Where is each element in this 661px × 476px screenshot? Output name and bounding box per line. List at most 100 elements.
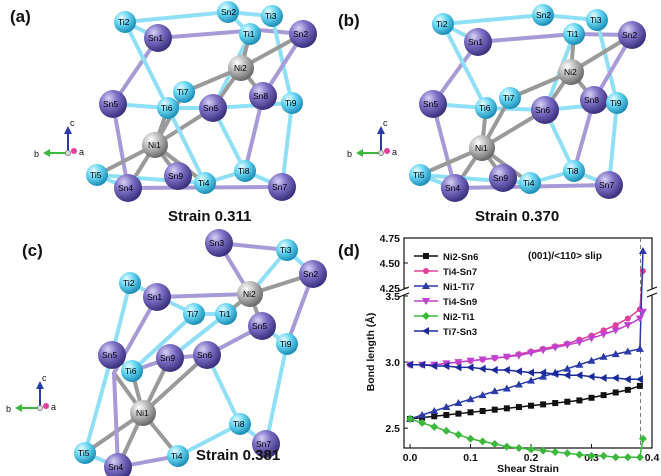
svg-text:Sn9: Sn9 [160, 353, 175, 363]
data-point [527, 376, 536, 384]
y-tick-label: 4.25 [380, 283, 401, 295]
data-point [563, 341, 572, 349]
data-point [551, 447, 560, 456]
svg-text:Ti8: Ti8 [233, 419, 245, 429]
svg-text:Ti7: Ti7 [187, 309, 199, 319]
data-point [454, 359, 463, 367]
svg-text:Sn1: Sn1 [148, 33, 163, 43]
data-point [624, 315, 631, 322]
bond-length-chart: (d)0.00.10.20.30.42.53.03.54.254.504.75S… [338, 233, 659, 475]
atom-sn [205, 229, 233, 257]
strain-label-b: Strain 0.370 [475, 208, 559, 225]
panel-label-d: (d) [338, 241, 360, 260]
data-point [478, 364, 486, 373]
y-tick-label: 4.50 [380, 258, 401, 270]
data-point [528, 402, 535, 409]
atom-ti [194, 172, 216, 194]
axis-b-label: b [347, 149, 352, 159]
series-ti7-sn3 [406, 360, 643, 384]
atom-ti [499, 87, 521, 109]
atom-ni [142, 132, 168, 158]
atom-ti [563, 23, 585, 45]
atom-ti [157, 97, 179, 119]
legend-item: Ti7-Sn3 [414, 327, 477, 338]
svg-text:Ti3: Ti3 [265, 11, 277, 21]
data-point [423, 253, 429, 259]
data-point [515, 404, 522, 411]
atom-ti [229, 413, 251, 435]
data-point [563, 364, 572, 372]
data-point [442, 426, 451, 435]
svg-text:Sn4: Sn4 [445, 183, 460, 193]
panel-b: (b) [338, 4, 646, 225]
data-point [636, 382, 643, 389]
svg-text:Ti1: Ti1 [219, 309, 231, 319]
atom-ni [558, 59, 584, 85]
data-point [406, 414, 415, 423]
atom-sn [441, 174, 469, 202]
atom-sn [299, 260, 327, 288]
atom-sn [268, 173, 296, 201]
data-point [587, 372, 595, 381]
svg-text:Ni1: Ni1 [136, 408, 149, 418]
x-tick-label: 0.2 [524, 452, 539, 464]
svg-text:Sn2: Sn2 [622, 30, 637, 40]
data-point [623, 347, 632, 355]
svg-text:Ti5: Ti5 [78, 448, 90, 458]
data-point [418, 360, 426, 369]
data-point [430, 406, 439, 414]
svg-text:Sn5: Sn5 [102, 350, 117, 360]
legend-label: Ni2-Ti1 [443, 312, 475, 323]
svg-text:Sn8: Sn8 [584, 95, 599, 105]
svg-text:Sn7: Sn7 [599, 180, 614, 190]
data-point [611, 373, 619, 382]
atom-ti [281, 92, 303, 114]
panel-label-c: (c) [22, 241, 43, 260]
data-point [503, 405, 510, 412]
data-point [418, 410, 427, 418]
svg-text:Sn8: Sn8 [253, 91, 268, 101]
atom-ti [276, 239, 298, 261]
data-point [442, 403, 451, 411]
atom-ti [239, 23, 261, 45]
data-point [564, 398, 571, 405]
legend-label: Ti4-Sn7 [443, 267, 477, 278]
atom-sn [289, 20, 317, 48]
svg-text:Ni2: Ni2 [234, 63, 247, 73]
data-point [599, 331, 608, 339]
plot-frame [403, 237, 653, 449]
data-point [502, 442, 511, 451]
atoms-a [86, 1, 317, 202]
svg-text:Ti4: Ti4 [523, 178, 535, 188]
data-point [466, 357, 475, 365]
x-tick-label: 0.4 [645, 452, 660, 464]
data-point [466, 434, 475, 443]
data-point [587, 335, 596, 343]
data-point [638, 308, 647, 316]
atom-labels-a: Ti2 Sn1 Sn2 Ti1 Ti3 Sn2 Ni2 Sn5 Ti6 Ti7 Sn6 Sn… [90, 7, 308, 193]
data-point [575, 360, 584, 368]
svg-text:Ti5: Ti5 [90, 170, 102, 180]
axis-c-label: c [70, 118, 75, 128]
series-ni2-sn6 [407, 382, 643, 422]
data-point [491, 406, 498, 413]
data-point [422, 282, 430, 289]
svg-text:Ni2: Ni2 [243, 289, 256, 299]
data-point [490, 355, 499, 363]
svg-text:Sn6: Sn6 [197, 350, 212, 360]
data-point [587, 356, 596, 364]
atom-ni [469, 135, 495, 161]
data-point [539, 446, 548, 455]
axis-break-gap [400, 289, 656, 295]
svg-text:Sn2: Sn2 [536, 10, 551, 20]
y-tick-label: 2.5 [385, 423, 400, 435]
data-point [599, 352, 608, 360]
data-point [406, 360, 414, 369]
data-point [454, 430, 463, 439]
svg-text:Sn7: Sn7 [272, 182, 287, 192]
svg-text:Ti8: Ti8 [567, 166, 579, 176]
atom-sn [144, 24, 172, 52]
data-point [575, 371, 583, 380]
panel-c: (c) [6, 229, 327, 476]
